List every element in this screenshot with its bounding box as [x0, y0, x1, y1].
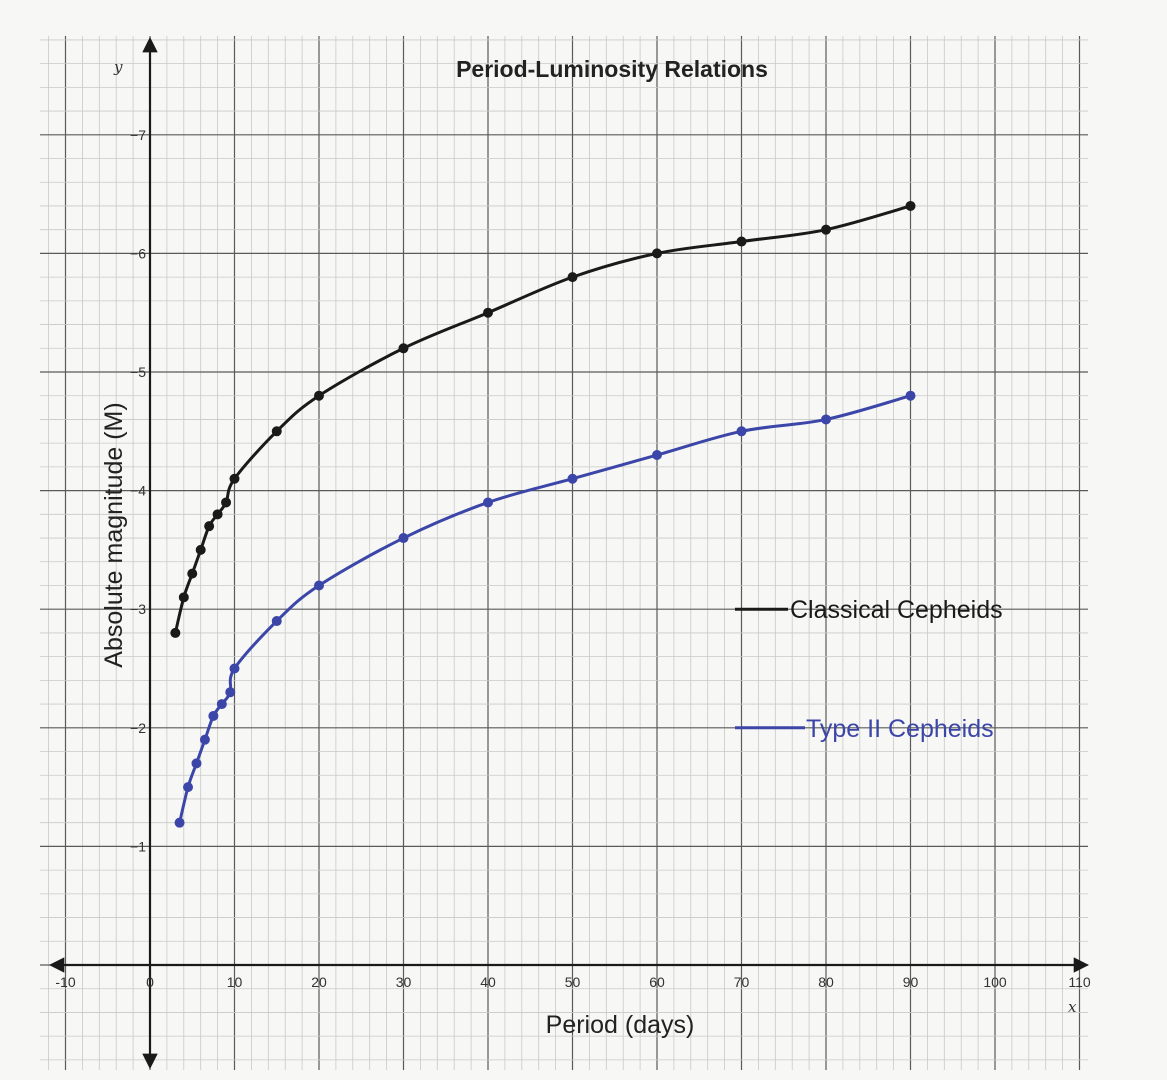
tick-labels: -10 0 10 20 30 40 50 60 70 80 90 100 110 −1 −2 −3 −4 −5 −6…	[55, 127, 1090, 990]
series-type-ii-cepheids	[174, 390, 916, 828]
series-classical-cepheids	[170, 200, 916, 638]
data-point	[652, 450, 662, 461]
data-point	[212, 509, 223, 520]
legend-label: Classical Cepheids	[790, 596, 1003, 624]
data-point	[229, 473, 240, 484]
data-point	[199, 734, 210, 745]
data-point	[174, 817, 185, 828]
series-layer	[170, 200, 916, 828]
x-tick-label: 40	[480, 974, 496, 990]
x-tick-label: 30	[396, 974, 412, 990]
data-point	[178, 592, 189, 603]
y-tick-label: −1	[130, 838, 146, 854]
data-point	[204, 521, 215, 532]
x-axis-label: Period (days)	[546, 1011, 695, 1039]
x-tick-label: 70	[734, 974, 750, 990]
data-point	[398, 343, 409, 354]
grid	[40, 36, 1088, 1070]
data-point	[652, 248, 662, 259]
y-axis-label: Absolute magnitude (M)	[100, 402, 128, 667]
data-point	[216, 699, 227, 710]
data-point	[567, 473, 578, 484]
data-point	[221, 497, 232, 508]
data-point	[225, 687, 236, 698]
data-point	[905, 200, 916, 211]
legend: Classical Cepheids Type II Cepheids	[735, 596, 1003, 743]
data-point	[187, 568, 198, 579]
data-point	[567, 272, 578, 283]
x-tick-label: 60	[649, 974, 665, 990]
y-tick-label: −4	[130, 483, 146, 499]
data-point	[170, 627, 181, 638]
y-axis-variable: y	[113, 58, 123, 76]
data-point	[208, 710, 219, 721]
data-point	[736, 236, 747, 247]
y-tick-label: −7	[130, 127, 146, 143]
y-tick-label: −3	[130, 601, 146, 617]
x-tick-label: 110	[1068, 974, 1091, 990]
chart-title: Period-Luminosity Relations	[456, 56, 768, 82]
x-tick-label: 10	[227, 974, 243, 990]
data-point	[314, 580, 324, 591]
axes	[48, 36, 1090, 1070]
data-point	[736, 426, 747, 437]
x-tick-label: 100	[983, 974, 1007, 990]
data-point	[229, 663, 240, 674]
x-tick-label: 0	[146, 974, 154, 990]
data-point	[314, 390, 324, 401]
x-tick-label: -10	[55, 974, 75, 990]
data-point	[483, 307, 493, 318]
legend-label: Type II Cepheids	[806, 715, 994, 743]
data-point	[191, 758, 202, 769]
data-point	[821, 224, 831, 235]
data-point	[271, 616, 282, 627]
x-tick-label: 90	[903, 974, 919, 990]
data-point	[398, 533, 409, 544]
x-tick-label: 20	[311, 974, 327, 990]
data-point	[821, 414, 831, 425]
data-point	[483, 497, 493, 508]
x-axis-variable: x	[1068, 998, 1077, 1016]
x-tick-label: 80	[818, 974, 834, 990]
data-point	[271, 426, 282, 437]
y-tick-label: −5	[130, 364, 146, 380]
y-tick-label: −6	[130, 245, 146, 261]
data-point	[905, 390, 916, 401]
data-point	[195, 544, 206, 555]
y-tick-label: −2	[130, 720, 146, 736]
x-tick-label: 50	[565, 974, 581, 990]
data-point	[183, 782, 194, 793]
